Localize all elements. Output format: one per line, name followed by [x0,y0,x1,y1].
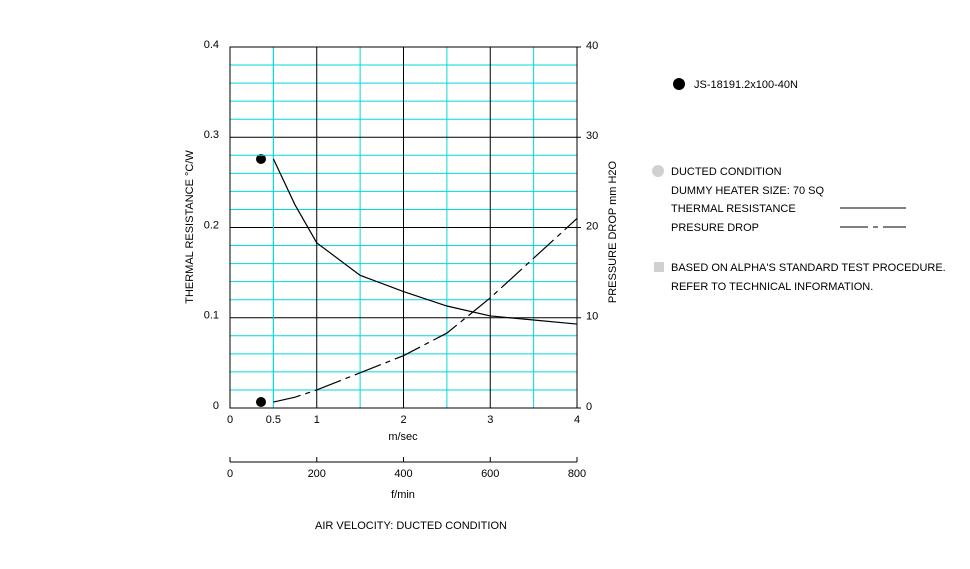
series-marker [256,154,266,164]
y2-tick-label: 30 [586,130,598,142]
legend: JS-18191.2x100-40N DUCTED CONDITION DUMM… [652,78,946,293]
footnote-marker [654,262,664,272]
series-line [272,158,578,325]
legend-label: THERMAL RESISTANCE [671,203,796,215]
note: DUCTED CONDITION [671,166,782,178]
x-axis-label: m/sec [388,431,418,443]
footnote: REFER TO TECHNICAL INFORMATION. [671,281,873,293]
y-tick-label: 0.3 [204,129,219,141]
note: DUMMY HEATER SIZE: 70 SQ [671,185,824,197]
y2-tick-label: 20 [586,220,598,232]
x2-tick-label: 0 [227,468,233,480]
y-axis-label: THERMAL RESISTANCE °C/W [184,150,196,304]
y2-tick-label: 40 [586,40,598,52]
x-tick-label: 0 [227,414,233,426]
series-marker [256,397,266,407]
x-tick-label: 2 [400,414,406,426]
footnote: BASED ON ALPHA'S STANDARD TEST PROCEDURE… [671,262,946,274]
y-tick-label: 0.2 [204,219,219,231]
x2-tick-label: 800 [568,468,586,480]
x2-tick-label: 200 [308,468,326,480]
caption: AIR VELOCITY: DUCTED CONDITION [315,520,507,532]
x-tick-label: 4 [574,414,580,426]
x-tick-label: 3 [487,414,493,426]
y2-tick-label: 0 [586,401,592,413]
x2-tick-label: 600 [481,468,499,480]
y2-tick-label: 10 [586,311,598,323]
plot-frame [229,46,578,409]
x2-axis-label: f/min [391,489,415,501]
y2-axis-label: PRESSURE DROP mm H2O [607,160,619,303]
legend-title: JS-18191.2x100-40N [694,79,798,91]
series-line [273,218,578,403]
x-tick-label: 0.5 [266,414,281,426]
y-tick-label: 0.4 [204,39,219,51]
y-tick-label: 0 [213,400,219,412]
x2-tick-label: 400 [394,468,412,480]
y-tick-label: 0.1 [204,310,219,322]
note-marker [652,165,664,177]
x-tick-label: 1 [314,414,320,426]
legend-label: PRESURE DROP [671,222,759,234]
legend-marker [673,78,685,90]
